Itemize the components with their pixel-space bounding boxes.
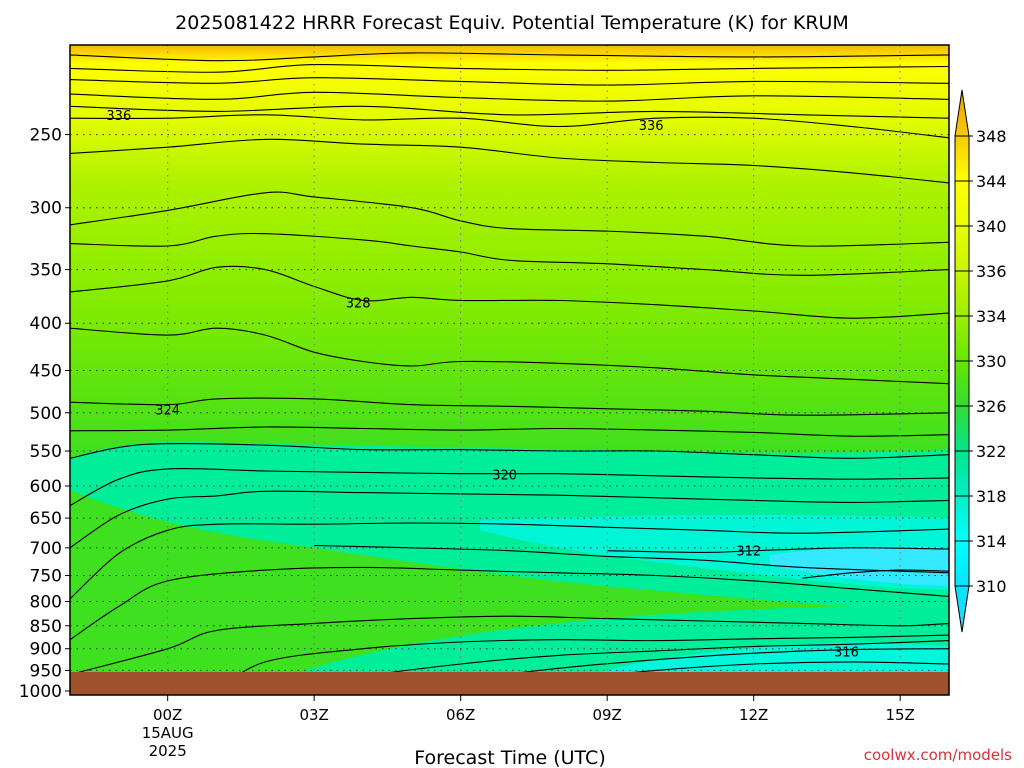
colorbar-label-334: 334 [976, 307, 1007, 326]
y-axis: 250 300 350 400 450 500 550 600 650 700 750 800 850 9… [19, 126, 70, 702]
colorbar-label-344: 344 [976, 172, 1007, 191]
contour-labels: 336 336 328 324 320 312 316 [106, 109, 859, 661]
y-tick-label-700: 700 [30, 539, 62, 559]
y-tick-label-550: 550 [30, 442, 62, 462]
contour-line-310 [802, 569, 949, 579]
ground-terrain [70, 672, 949, 695]
x-tick-label-09Z: 09Z [592, 706, 621, 724]
y-tick-label-450: 450 [30, 361, 62, 381]
contour-line-316 [70, 566, 949, 641]
x-tick-sublabel: 2025 [149, 742, 187, 760]
x-tick-sublabel: 15AUG [142, 724, 194, 742]
x-tick-label-03Z: 03Z [299, 706, 328, 724]
grid-lines [70, 45, 949, 672]
contour-label-328: 328 [346, 297, 371, 312]
contour-label-324: 324 [155, 404, 180, 419]
contour-line-323 [70, 426, 949, 437]
contour-line-318 [241, 634, 949, 672]
contour-line-330 [70, 232, 949, 276]
colorbar: 348 344 340 336 334 330 326 322 318 314 310 [954, 89, 1007, 633]
colorbar-label-326: 326 [976, 397, 1007, 416]
contour-line-329 [70, 265, 949, 319]
contour-line-339 [70, 91, 949, 102]
contour-line-336 [70, 114, 949, 139]
contour-label-312: 312 [736, 545, 761, 560]
footer-credit: coolwx.com/models [864, 746, 1012, 764]
y-tick-label-350: 350 [30, 261, 62, 281]
colorbar-label-314: 314 [976, 532, 1007, 551]
y-tick-label-800: 800 [30, 592, 62, 612]
plot-area: 336 336 328 324 320 312 316 [70, 45, 949, 672]
contour-line-318 [70, 522, 949, 600]
y-tick-label-850: 850 [30, 617, 62, 637]
contour-line-316 [389, 640, 949, 672]
contour-line-332 [70, 191, 949, 247]
contour-line-316 [632, 661, 949, 672]
y-tick-label-400: 400 [30, 314, 62, 334]
contour-line-318 [77, 615, 949, 672]
x-tick-label-06Z: 06Z [446, 706, 475, 724]
contour-line-316 [521, 648, 949, 672]
contour-line-326 [70, 327, 949, 385]
y-tick-label-1000: 1000 [19, 682, 62, 702]
y-tick-label-600: 600 [30, 477, 62, 497]
colorbar-label-336: 336 [976, 262, 1007, 281]
y-tick-label-300: 300 [30, 199, 62, 219]
contour-line-319 [70, 490, 949, 549]
y-tick-label-500: 500 [30, 404, 62, 424]
colorbar-label-340: 340 [976, 217, 1007, 236]
contour-line-337 [70, 105, 949, 119]
contour-label-336: 336 [639, 119, 664, 134]
y-tick-label-900: 900 [30, 640, 62, 660]
cold-core-fill [770, 546, 949, 586]
contour-line-324 [70, 397, 949, 416]
y-tick-label-950: 950 [30, 661, 62, 681]
colorbar-label-318: 318 [976, 487, 1007, 506]
contour-line-341 [70, 77, 949, 86]
contour-line-342 [70, 63, 949, 73]
y-tick-label-650: 650 [30, 509, 62, 529]
contour-line-344 [70, 52, 949, 62]
y-tick-label-750: 750 [30, 567, 62, 587]
contour-line-334 [70, 138, 949, 184]
contour-line-312 [607, 547, 949, 553]
chart-title: 2025081422 HRRR Forecast Equiv. Potentia… [175, 12, 849, 34]
y-tick-label-250: 250 [30, 126, 62, 146]
contour-label-336: 336 [106, 109, 131, 124]
colorbar-label-348: 348 [976, 127, 1007, 146]
colorbar-label-322: 322 [976, 442, 1007, 461]
contour-line-314 [314, 544, 949, 574]
contour-line-322 [70, 443, 949, 459]
colorbar-label-330: 330 [976, 352, 1007, 371]
contour-lines [70, 52, 949, 672]
x-axis-label: Forecast Time (UTC) [414, 747, 605, 768]
contour-label-316: 316 [834, 645, 859, 660]
x-tick-label-00Z: 00Z [153, 706, 182, 724]
contour-label-320: 320 [492, 468, 517, 483]
x-tick-label-12Z: 12Z [739, 706, 768, 724]
x-tick-label-15Z: 15Z [885, 706, 914, 724]
colorbar-label-310: 310 [976, 577, 1007, 596]
